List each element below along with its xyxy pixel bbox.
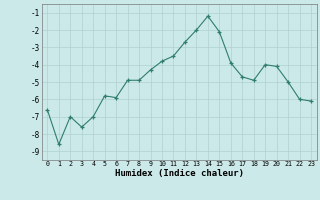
X-axis label: Humidex (Indice chaleur): Humidex (Indice chaleur) [115,169,244,178]
